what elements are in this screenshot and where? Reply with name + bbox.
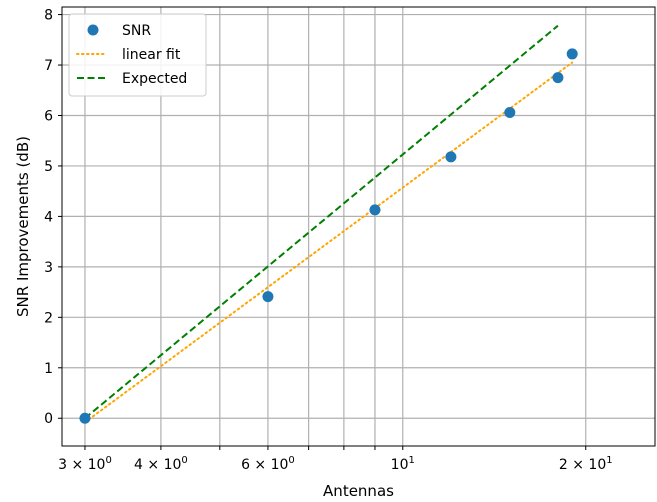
plot-frame	[61, 6, 656, 447]
y-tick-label: 6	[44, 108, 53, 124]
legend-label: SNR	[122, 23, 151, 39]
legend: SNR linear fit Expected	[68, 13, 207, 97]
series-layer	[79, 24, 578, 424]
data-point	[445, 151, 457, 163]
y-tick-label: 7	[44, 58, 53, 74]
data-point	[504, 106, 516, 118]
x-tick-label: 101	[391, 455, 415, 473]
data-point	[369, 204, 381, 216]
y-tick-label: 3	[44, 260, 53, 276]
y-tick-label: 2	[44, 310, 53, 326]
y-axis-ticks: 0 1 2 3 4 5 6 7 8	[44, 8, 62, 427]
x-tick-label: 4 × 100	[134, 455, 188, 473]
y-tick-label: 8	[44, 8, 53, 24]
data-point	[552, 72, 564, 84]
data-point	[262, 291, 274, 303]
x-tick-label: 6 × 100	[241, 455, 295, 473]
y-tick-label: 5	[44, 159, 53, 175]
y-tick-label: 0	[44, 411, 53, 427]
x-axis-label: Antennas	[323, 482, 394, 500]
series-line-expected	[84, 24, 559, 420]
y-tick-label: 4	[44, 209, 53, 225]
x-tick-label: 2 × 101	[559, 455, 613, 473]
data-point	[566, 48, 578, 60]
y-tick-label: 1	[44, 361, 53, 377]
grid	[62, 7, 655, 446]
data-point	[79, 412, 91, 424]
legend-box	[68, 13, 207, 97]
series-line-linear-fit	[83, 61, 574, 424]
legend-label: linear fit	[122, 47, 181, 63]
x-tick-label: 3 × 100	[58, 455, 112, 473]
y-axis-label: SNR Improvements (dB)	[14, 136, 32, 317]
x-axis-ticks: 3 × 100 4 × 100 6 × 100 101 2 × 101	[58, 446, 613, 473]
legend-label: Expected	[122, 71, 187, 87]
legend-marker-scatter	[87, 24, 99, 36]
